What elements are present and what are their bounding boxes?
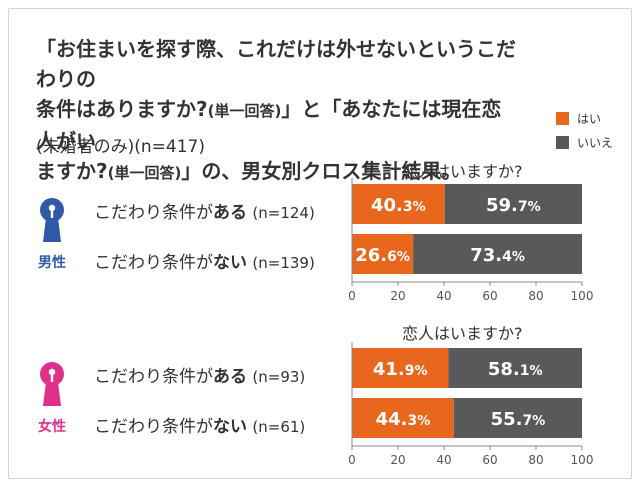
row-label-bold: ない (213, 253, 247, 273)
legend: はい いいえ (556, 108, 613, 156)
row-label-bold: ない (213, 417, 247, 437)
x-tick-label: 0 (348, 289, 356, 303)
row-label-n: (n=139) (252, 254, 315, 272)
gender-male: 男性 (22, 196, 82, 272)
row-label-n: (n=124) (252, 204, 315, 222)
row-label-female-yes: こだわり条件がある (n=93) (94, 362, 305, 387)
x-tick-label: 20 (390, 453, 405, 467)
legend-swatch-yes (556, 111, 569, 125)
title-line-2c: 」と「あなたには現在恋人がい (36, 97, 502, 153)
x-tick-label: 60 (482, 453, 497, 467)
male-keyhole-icon (40, 198, 64, 242)
chart-subtitle: (未婚者のみ)(n=417) (36, 137, 205, 157)
title-line-1: 「お住まいを探す際、これだけは外せないというこだわりの (36, 37, 516, 91)
row-label-male-no: こだわり条件がない (n=139) (94, 248, 315, 273)
x-tick-label: 100 (571, 453, 594, 467)
title-line-3b: (単一回答) (107, 164, 182, 182)
x-tick-label: 40 (436, 453, 451, 467)
row-label-prefix: こだわり条件が (94, 367, 213, 387)
bar-value-label: 40.3% (371, 195, 426, 216)
x-tick-label: 60 (482, 289, 497, 303)
row-label-female-no: こだわり条件がない (n=61) (94, 412, 305, 437)
row-label-bold: ある (213, 203, 247, 223)
panel-heading-female: 恋人はいますか? (402, 324, 523, 343)
bar-yes (352, 184, 445, 224)
x-tick-label: 80 (528, 453, 543, 467)
title-line-3c: 」の、男女別クロス集計結果。 (181, 159, 462, 183)
legend-item-yes: はい (556, 108, 613, 128)
row-label-prefix: こだわり条件が (94, 203, 213, 223)
bar-yes (352, 348, 449, 388)
row-label-bold: ある (213, 367, 247, 387)
bar-no (444, 184, 582, 224)
bar-no (448, 348, 582, 388)
bar-value-label: 58.1% (488, 359, 543, 380)
bar-value-label: 44.3% (376, 409, 431, 430)
legend-label-yes: はい (577, 111, 602, 126)
bar-value-label: 73.4% (470, 245, 525, 266)
bar-yes (352, 234, 414, 274)
row-label-prefix: こだわり条件が (94, 417, 213, 437)
bar-value-label: 59.7% (486, 195, 541, 216)
gender-label-female: 女性 (38, 419, 66, 435)
title-line-2b: (単一回答) (207, 102, 282, 120)
row-label-prefix: こだわり条件が (94, 253, 213, 273)
bar-no (453, 398, 582, 438)
bar-yes (352, 398, 454, 438)
x-tick-label: 20 (390, 289, 405, 303)
row-label-n: (n=93) (252, 368, 306, 386)
bar-no (413, 234, 582, 274)
legend-swatch-no (556, 135, 569, 149)
chart-title: 「お住まいを探す際、これだけは外せないというこだわりの 条件はありますか?(単一… (36, 34, 516, 188)
title-line-2a: 条件はありますか? (36, 97, 208, 121)
x-tick-label: 40 (436, 289, 451, 303)
x-tick-label: 80 (528, 289, 543, 303)
legend-item-no: いいえ (556, 132, 613, 152)
bar-value-label: 55.7% (491, 409, 546, 430)
row-label-n: (n=61) (252, 418, 306, 436)
x-tick-label: 0 (348, 453, 356, 467)
bar-value-label: 41.9% (373, 359, 428, 380)
bar-value-label: 26.6% (355, 245, 410, 266)
panel-heading-male: 恋人はいますか? (402, 162, 523, 181)
gender-female: 女性 (22, 360, 82, 436)
legend-label-no: いいえ (577, 135, 614, 150)
x-tick-label: 100 (571, 289, 594, 303)
row-label-male-yes: こだわり条件がある (n=124) (94, 198, 315, 223)
gender-label-male: 男性 (38, 255, 66, 271)
title-line-3a: ますか? (36, 159, 108, 183)
female-keyhole-icon (40, 362, 64, 406)
